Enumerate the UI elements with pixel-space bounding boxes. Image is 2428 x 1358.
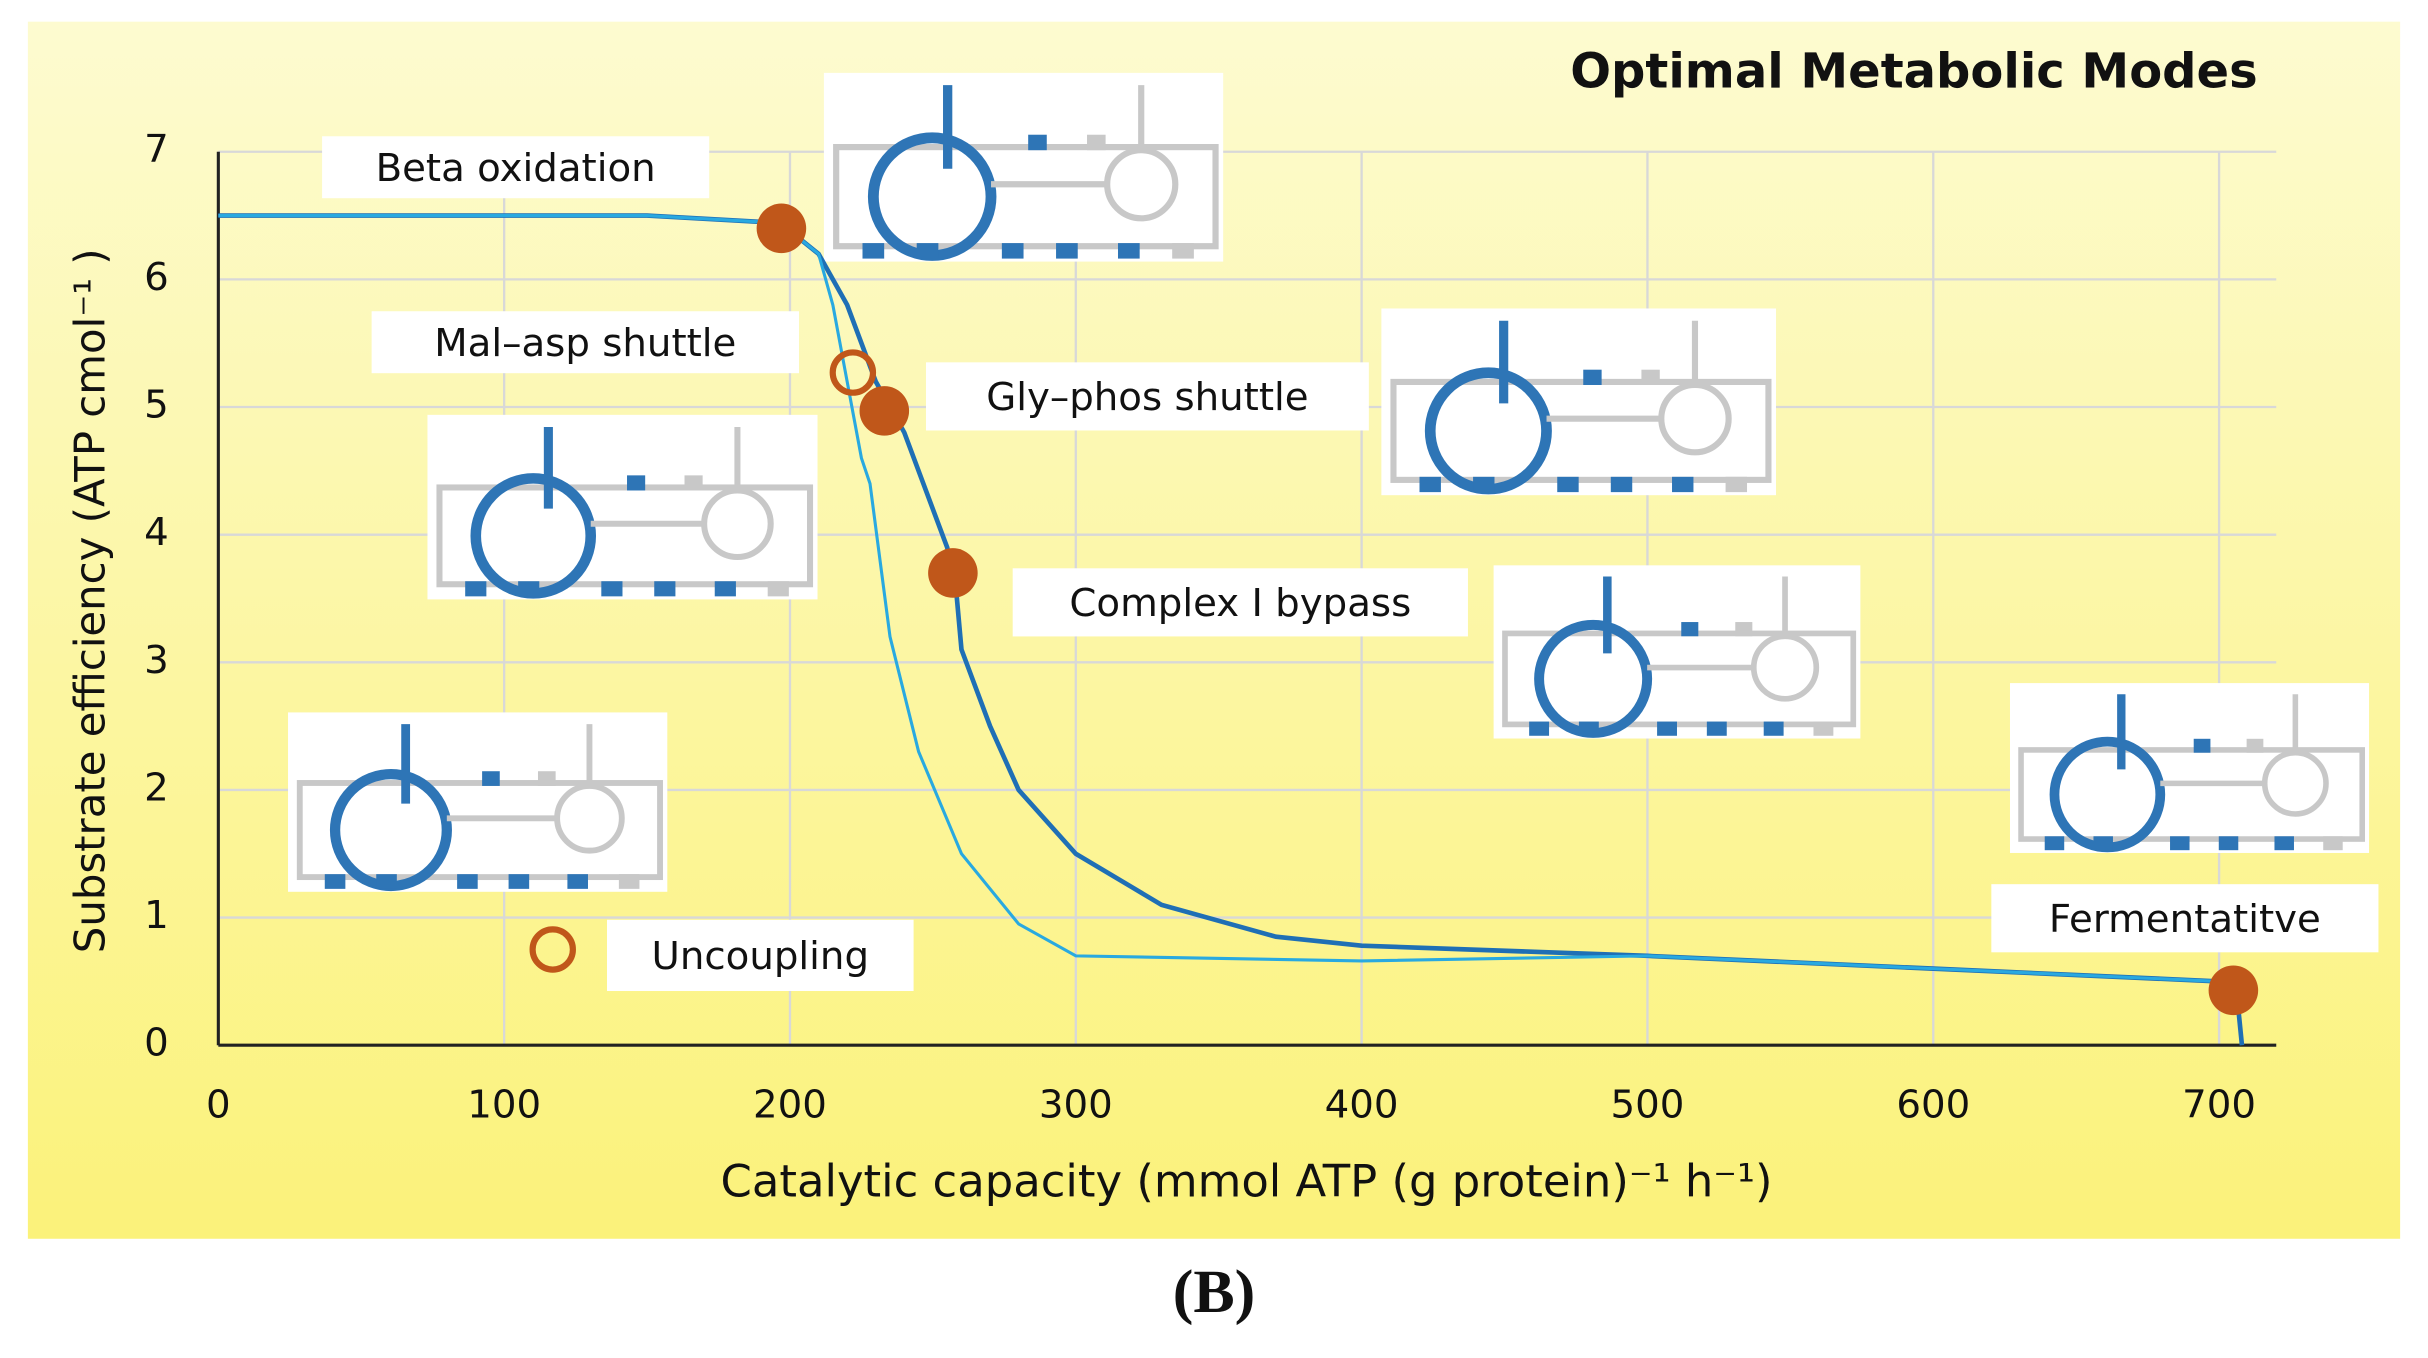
caption: (B) (1173, 1258, 1256, 1326)
mode-point (756, 203, 807, 254)
point-label: Uncoupling (652, 934, 870, 979)
point-label: Fermentatitve (2049, 897, 2321, 942)
x-tick-label: 100 (467, 1083, 541, 1128)
y-tick-label: 2 (144, 765, 169, 810)
y-tick-label: 3 (144, 638, 169, 683)
x-tick-label: 700 (2182, 1083, 2256, 1128)
y-tick-label: 4 (144, 510, 169, 555)
label-box (925, 362, 1369, 431)
label-box (1991, 884, 2379, 953)
y-tick-label: 5 (144, 383, 169, 428)
x-tick-label: 600 (1896, 1083, 1970, 1128)
y-axis-label: Substrate efficiency (ATP cmol⁻¹ ) (65, 248, 114, 953)
x-tick-label: 300 (1039, 1083, 1113, 1128)
x-tick-label: 200 (753, 1083, 827, 1128)
point-label: Complex I bypass (1069, 581, 1411, 626)
y-tick-label: 6 (144, 255, 169, 300)
x-axis-label: Catalytic capacity (mmol ATP (g protein)… (721, 1155, 1773, 1208)
x-tick-label: 400 (1325, 1083, 1399, 1128)
point-label: Beta oxidation (376, 146, 656, 191)
y-tick-label: 7 (144, 127, 169, 172)
point-label: Mal–asp shuttle (434, 321, 736, 366)
chart-title: Optimal Metabolic Modes (1570, 43, 2257, 99)
label-box (322, 136, 710, 199)
label-box (607, 919, 914, 992)
label-box (371, 311, 800, 374)
label-box (1012, 568, 1468, 637)
mode-point (2208, 965, 2259, 1016)
point-label: Gly–phos shuttle (986, 375, 1308, 420)
mode-point (829, 349, 877, 396)
mode-point (529, 926, 576, 973)
y-tick-label: 0 (144, 1021, 169, 1066)
x-tick-label: 0 (206, 1083, 231, 1128)
y-tick-label: 1 (144, 893, 169, 938)
x-tick-label: 500 (1611, 1083, 1685, 1128)
mode-point (928, 548, 978, 598)
mode-point (859, 386, 910, 436)
